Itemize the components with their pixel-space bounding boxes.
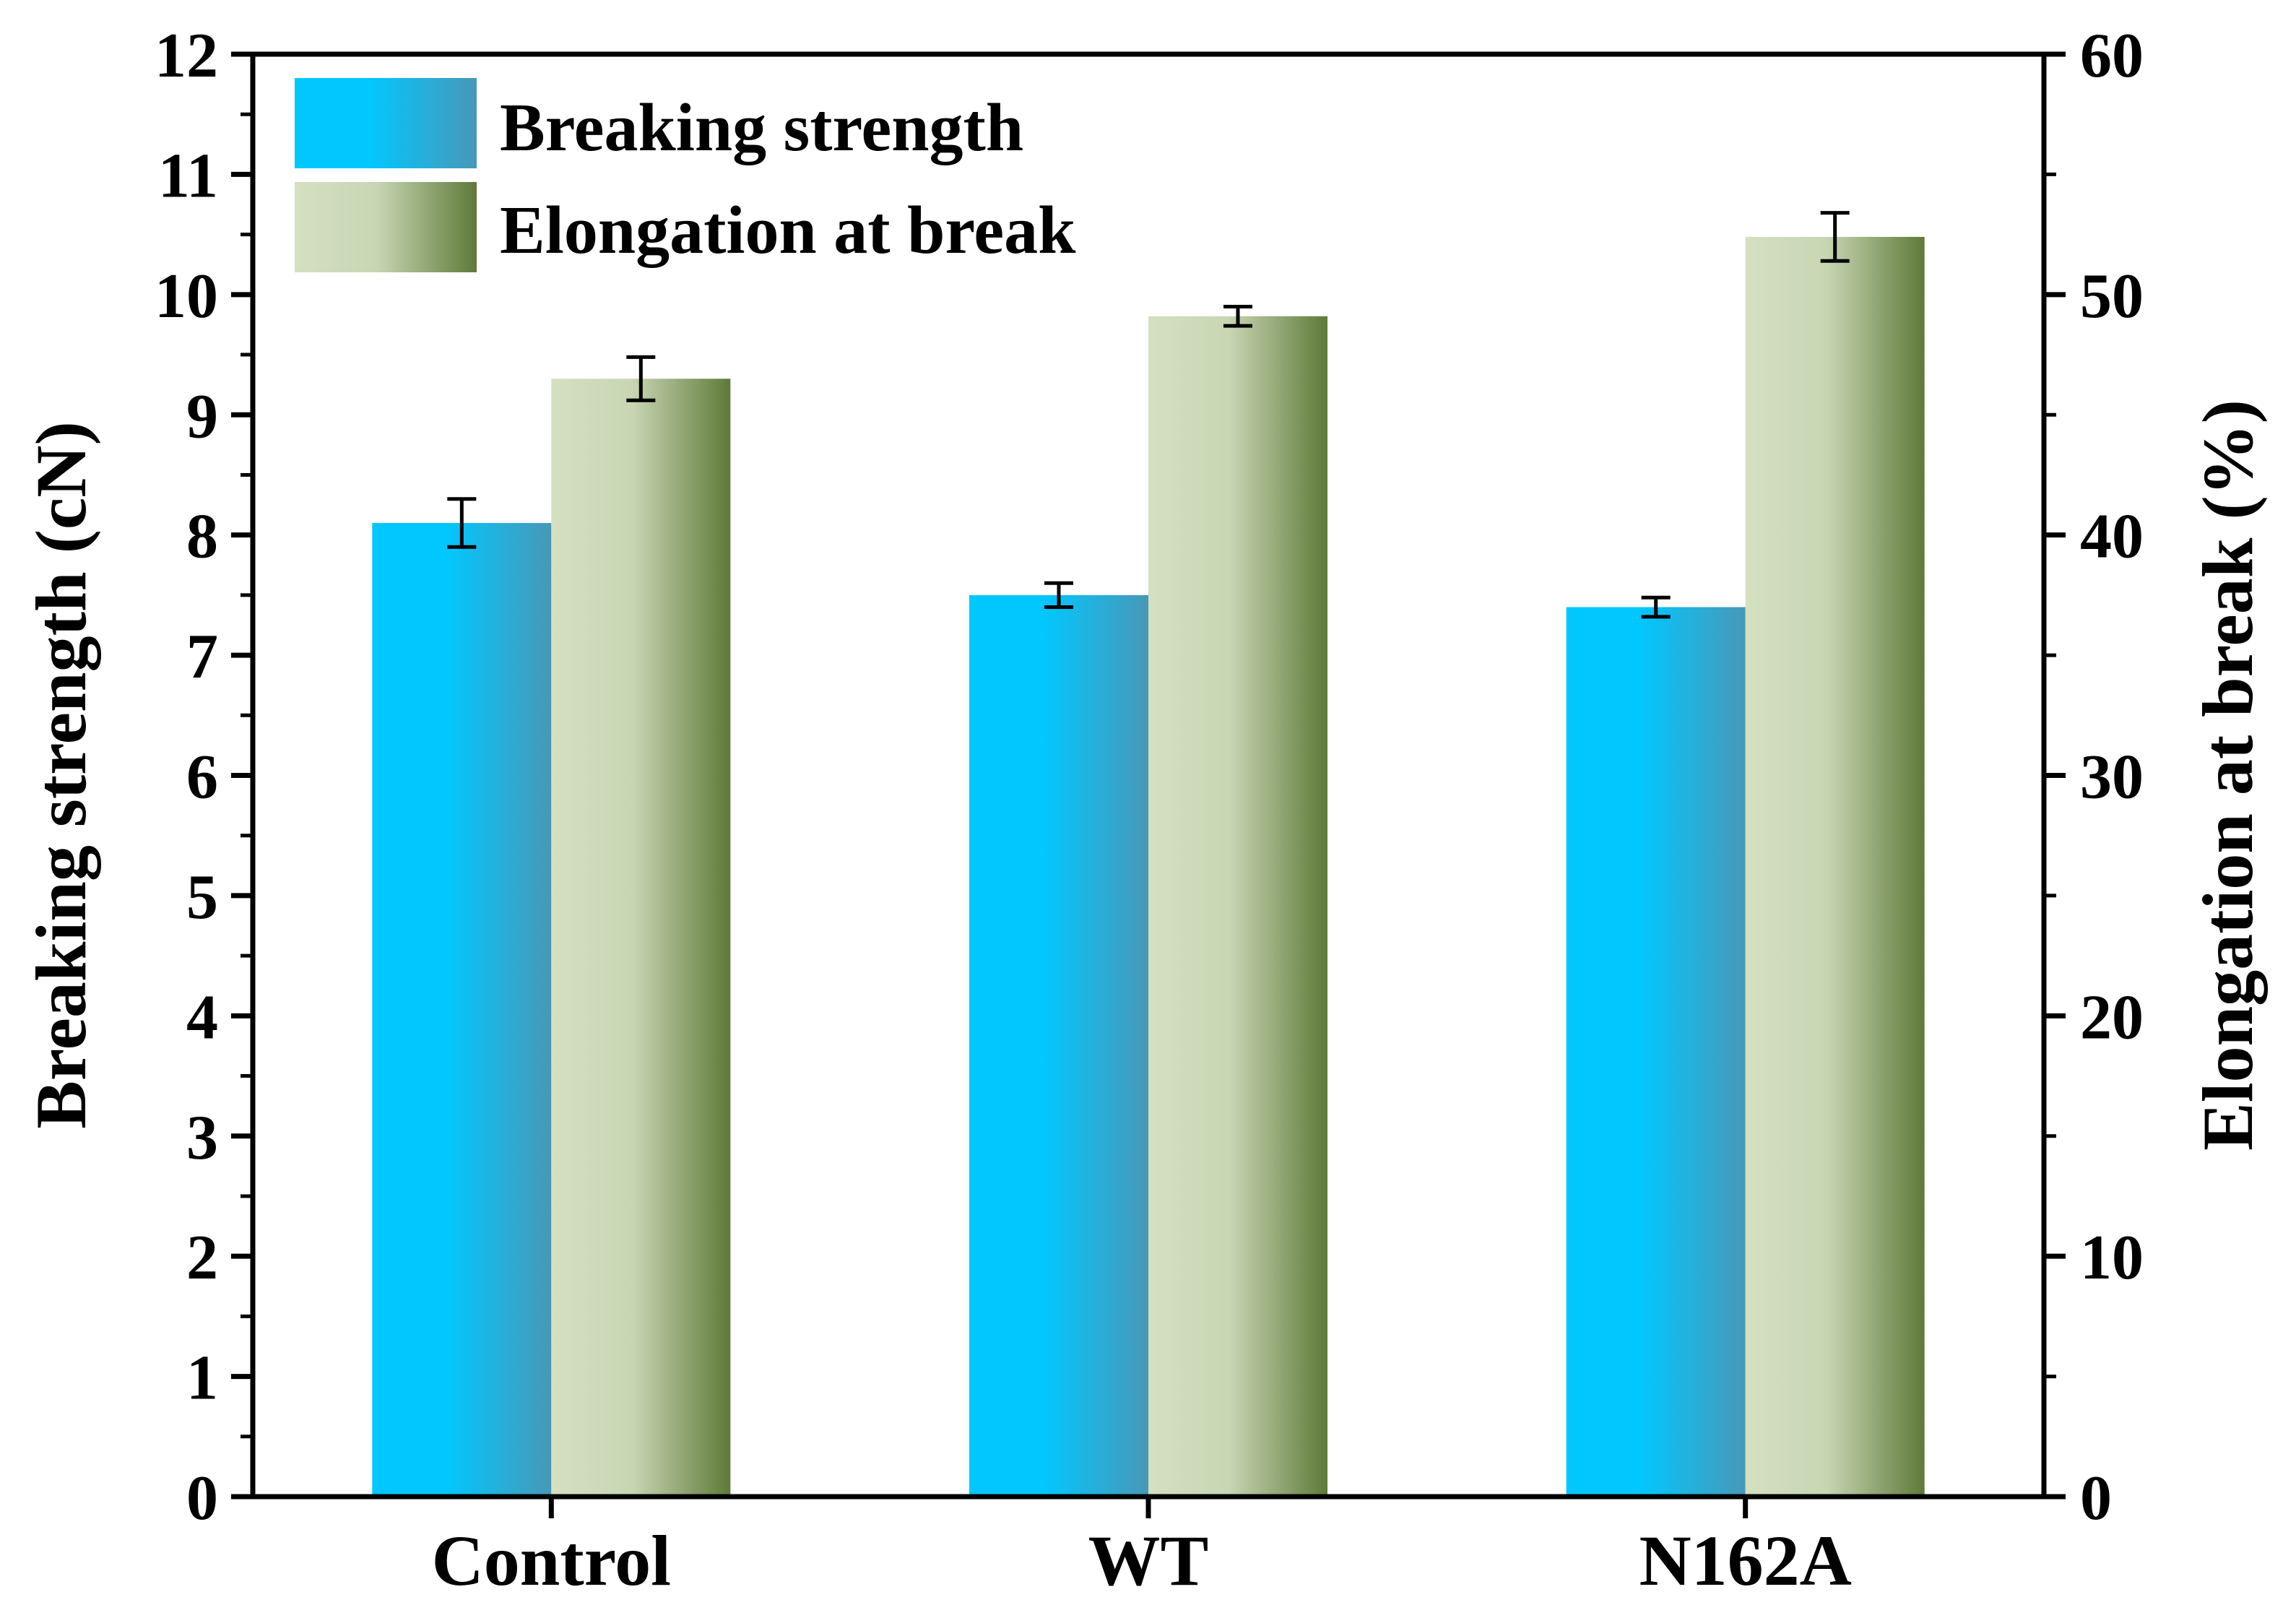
y-tick-label: 2	[186, 1223, 218, 1293]
legend-label-elongation: Elongation at break	[500, 193, 1076, 268]
bar-elongation-wt	[1148, 316, 1327, 1497]
bar-elongation-control	[551, 378, 731, 1497]
y-tick-label: 7	[186, 622, 218, 692]
y2-tick-label: 50	[2080, 261, 2144, 332]
bar-elongation-n162a	[1745, 236, 1925, 1497]
legend: Breaking strength Elongation at break	[295, 78, 1076, 272]
x-tick-label: WT	[1088, 1520, 1209, 1601]
y2-tick-label: 30	[2080, 743, 2144, 813]
right-axis: 0 10 20 30 40 50 60	[2044, 21, 2144, 1533]
y-tick-label: 3	[186, 1103, 218, 1173]
legend-swatch-elongation	[295, 182, 477, 272]
y-tick-label: 1	[186, 1344, 218, 1414]
y2-tick-label: 20	[2080, 982, 2144, 1052]
y-tick-label: 4	[186, 982, 218, 1052]
legend-label-breaking-strength: Breaking strength	[500, 90, 1023, 165]
bar-breaking-strength-n162a	[1566, 607, 1746, 1497]
y-tick-label: 9	[186, 381, 218, 451]
y-axis-title: Breaking strength (cN)	[21, 421, 101, 1129]
x-tick-label: Control	[432, 1520, 672, 1601]
y2-tick-label: 60	[2080, 21, 2144, 91]
y-tick-label: 11	[158, 141, 218, 211]
y-tick-label: 0	[186, 1463, 218, 1533]
x-axis: Control WT N162A	[432, 1497, 1852, 1601]
x-tick-label: N162A	[1639, 1520, 1851, 1601]
bar-breaking-strength-wt	[969, 594, 1148, 1497]
y-tick-label: 12	[155, 21, 218, 91]
y-tick-label: 6	[186, 743, 218, 813]
bar-breaking-strength-control	[372, 523, 552, 1497]
y-tick-label: 10	[155, 261, 218, 332]
y2-axis-title: Elongation at break (%)	[2188, 399, 2268, 1151]
y2-tick-label: 10	[2080, 1223, 2144, 1293]
legend-swatch-breaking-strength	[295, 78, 477, 168]
y2-tick-label: 40	[2080, 502, 2144, 572]
bars-layer	[372, 211, 1925, 1497]
y2-tick-label: 0	[2080, 1463, 2112, 1533]
y-tick-label: 8	[186, 502, 218, 572]
y-tick-label: 5	[186, 862, 218, 933]
